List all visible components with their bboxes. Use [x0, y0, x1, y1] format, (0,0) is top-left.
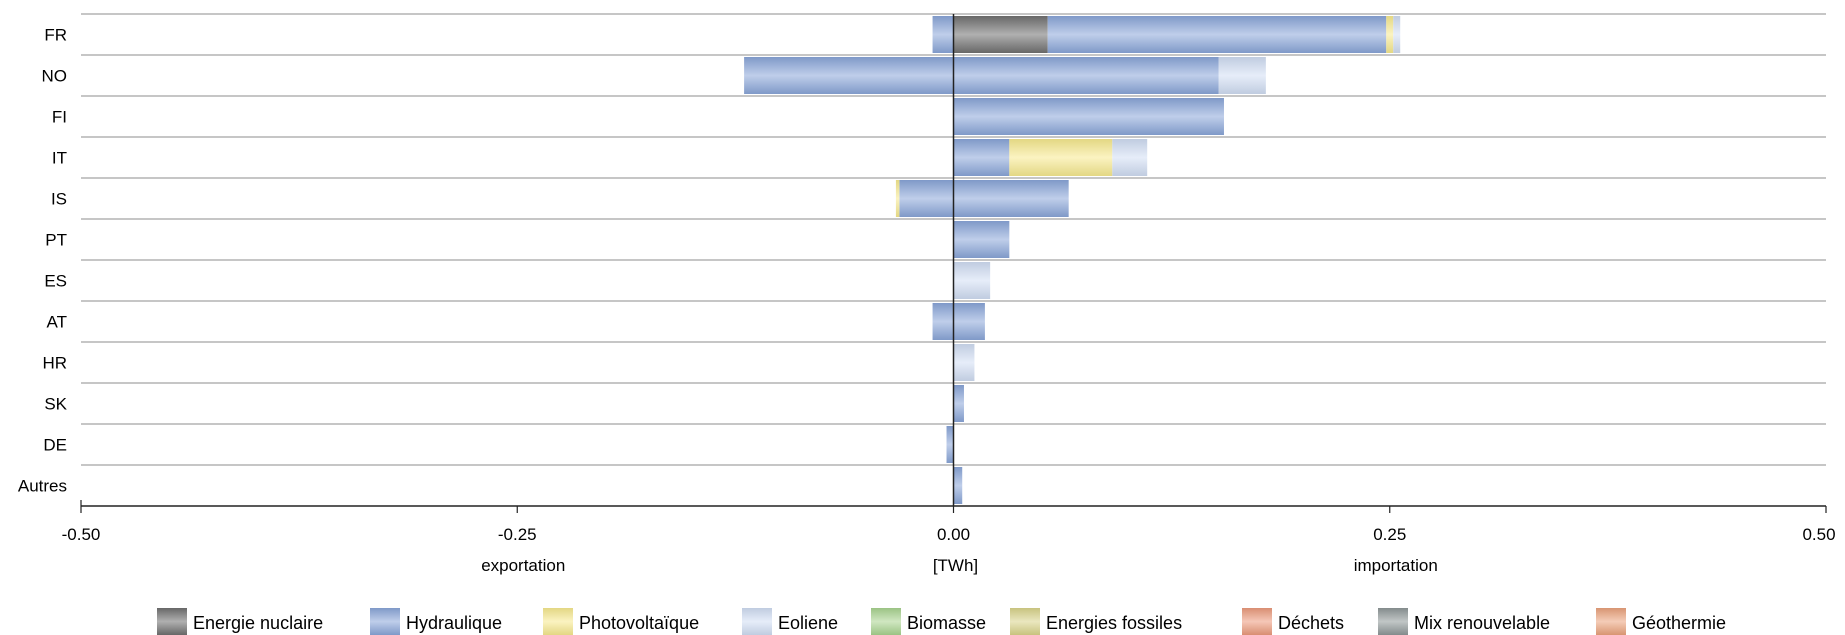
legend-swatch	[1378, 608, 1408, 635]
legend-label: Energies fossiles	[1046, 613, 1182, 633]
category-label: SK	[44, 395, 67, 414]
legend-swatch	[1596, 608, 1626, 635]
bar-eoliene-es	[953, 262, 991, 299]
bar-photovoltaique-fr	[1386, 16, 1394, 53]
bar-hydraulique-fr-export	[932, 16, 954, 53]
bar-hydraulique-at	[953, 303, 985, 340]
bar-hydraulique-no-export	[744, 57, 954, 94]
bar-hydraulique-fi	[953, 98, 1224, 135]
bar-photovoltaique-it	[1009, 139, 1113, 176]
legend-item-energie-nuclaire: Energie nuclaire	[157, 608, 323, 635]
category-label: Autres	[18, 477, 67, 496]
bar-hydraulique-de-export	[946, 426, 954, 463]
bar-hydraulique-sk	[953, 385, 964, 422]
legend-item-photovoltaique: Photovoltaïque	[543, 608, 699, 635]
axis-label-importation: importation	[1354, 556, 1438, 575]
bar-hydraulique-it	[953, 139, 1010, 176]
x-tick-label: -0.25	[498, 525, 537, 544]
legend-item-energies-fossiles: Energies fossiles	[1010, 608, 1182, 635]
legend-item-geothermie: Géothermie	[1596, 608, 1726, 635]
legend: Energie nuclaire Hydraulique Photovoltaïqu…	[157, 608, 1726, 635]
x-tick-label: 0.50	[1802, 525, 1835, 544]
legend-item-dechets: Déchets	[1242, 608, 1344, 635]
legend-label: Géothermie	[1632, 613, 1726, 633]
legend-item-mix-renouvelable: Mix renouvelable	[1378, 608, 1550, 635]
bar-eoliene-it	[1112, 139, 1148, 176]
category-label: PT	[45, 231, 67, 250]
x-axis: -0.50 -0.25 0.00 0.25 0.50 exportation [TWh] im…	[62, 14, 1836, 575]
x-tick-label: 0.00	[937, 525, 970, 544]
legend-label: Biomasse	[907, 613, 986, 633]
bar-energie-nuclaire-fr	[953, 16, 1048, 53]
legend-label: Déchets	[1278, 613, 1344, 633]
legend-label: Energie nuclaire	[193, 613, 323, 633]
category-label: FR	[44, 26, 67, 45]
category-label: HR	[42, 354, 67, 373]
bar-eoliene-hr	[953, 344, 975, 381]
category-label: IT	[52, 149, 67, 168]
axis-label-exportation: exportation	[481, 556, 565, 575]
bar-eoliene-fr	[1393, 16, 1401, 53]
x-tick-label: 0.25	[1373, 525, 1406, 544]
legend-item-biomasse: Biomasse	[871, 608, 986, 635]
legend-item-eoliene: Eoliene	[742, 608, 838, 635]
legend-swatch	[370, 608, 400, 635]
bar-hydraulique-fr	[1047, 16, 1387, 53]
bar-eoliene-no	[1218, 57, 1266, 94]
legend-label: Photovoltaïque	[579, 613, 699, 633]
bar-hydraulique-at-export	[932, 303, 954, 340]
legend-item-hydraulique: Hydraulique	[370, 608, 502, 635]
bars	[744, 16, 1401, 504]
bar-hydraulique-autres	[953, 467, 963, 504]
category-label: IS	[51, 190, 67, 209]
category-label: AT	[47, 313, 67, 332]
bar-hydraulique-is-export	[899, 180, 954, 217]
bar-hydraulique-pt	[953, 221, 1010, 258]
legend-label: Hydraulique	[406, 613, 502, 633]
category-label: DE	[43, 436, 67, 455]
legend-label: Eoliene	[778, 613, 838, 633]
category-label: ES	[44, 272, 67, 291]
bar-photovoltaique-is-export	[895, 180, 900, 217]
category-label: NO	[42, 67, 68, 86]
x-tick-label: -0.50	[62, 525, 101, 544]
legend-swatch	[742, 608, 772, 635]
bar-hydraulique-is	[953, 180, 1069, 217]
legend-swatch	[1242, 608, 1272, 635]
category-labels: FR NO FI IT IS PT ES AT HR SK DE Autres	[18, 26, 68, 496]
bar-hydraulique-no	[953, 57, 1219, 94]
legend-swatch	[871, 608, 901, 635]
axis-label-unit: [TWh]	[933, 556, 978, 575]
legend-swatch	[157, 608, 187, 635]
legend-label: Mix renouvelable	[1414, 613, 1550, 633]
category-label: FI	[52, 108, 67, 127]
legend-swatch	[543, 608, 573, 635]
legend-swatch	[1010, 608, 1040, 635]
